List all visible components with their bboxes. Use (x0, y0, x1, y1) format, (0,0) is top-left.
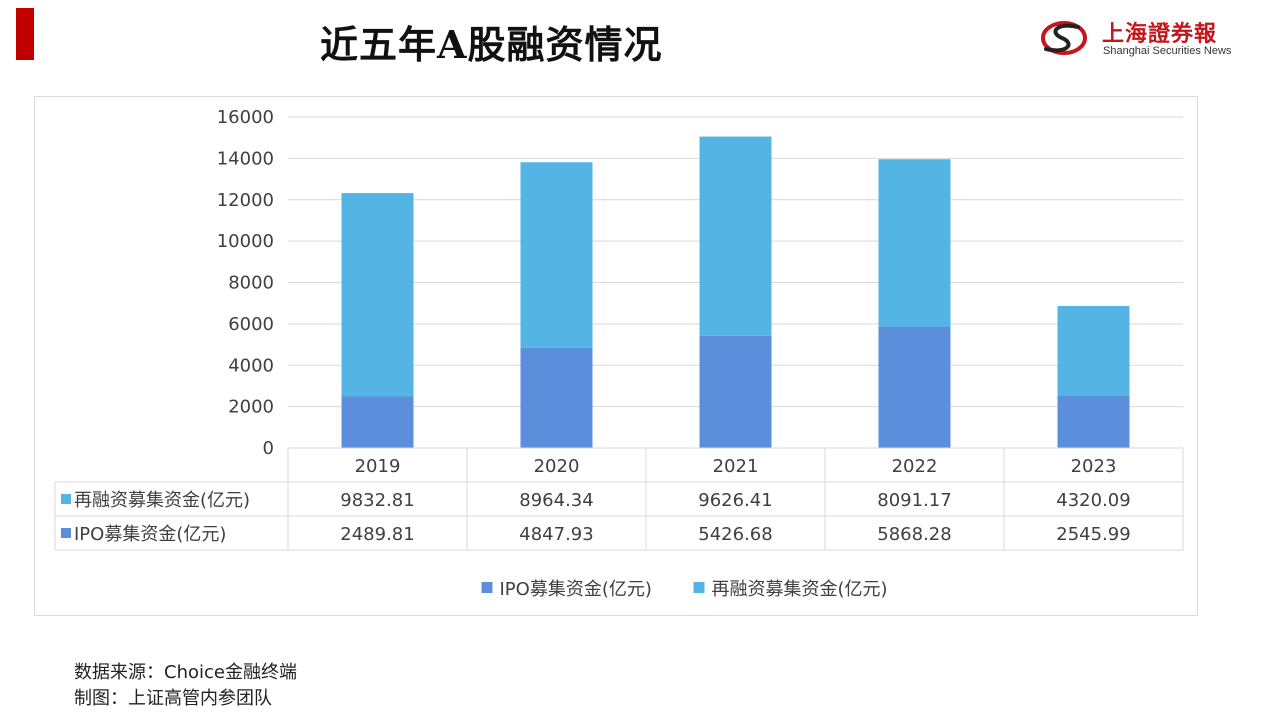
y-tick-label: 6000 (228, 314, 274, 335)
bar-refinancing-2021 (699, 136, 772, 336)
publisher-logo-chinese: 上海證券報 (1102, 21, 1218, 47)
x-category-label: 2021 (713, 456, 759, 477)
data-label: 2545.99 (1056, 524, 1130, 545)
y-tick-label: 12000 (217, 190, 274, 211)
y-tick-label: 14000 (217, 148, 274, 169)
x-category-label: 2022 (892, 456, 938, 477)
bar-refinancing-2022 (878, 159, 951, 327)
stacked-bar-chart: 0 2000 4000 6000 8000 10000 12000 14000 16000 201… (54, 107, 1184, 600)
data-label: 9832.81 (340, 490, 414, 511)
page-title: 近五年A股融资情况 (320, 22, 663, 67)
table-row-label: IPO募集资金(亿元) (74, 524, 226, 545)
data-label: 5868.28 (877, 524, 951, 545)
x-category-label: 2020 (534, 456, 580, 477)
data-label: 8091.17 (877, 490, 951, 511)
bar-refinancing-2020 (520, 162, 593, 348)
bar-refinancing-2023 (1057, 305, 1130, 396)
publisher-logo: 上海證券報 Shanghai Securities News (1040, 16, 1240, 66)
publisher-logo-english: Shanghai Securities News (1103, 45, 1232, 57)
y-tick-label: 16000 (217, 107, 274, 128)
x-category-label: 2019 (355, 456, 401, 477)
header-accent-bar (16, 8, 34, 60)
table-legend-key (61, 528, 71, 538)
chart-footer: 数据来源：Choice金融终端 制图：上证高管内参团队 (74, 660, 297, 712)
x-category-label: 2023 (1071, 456, 1117, 477)
publisher-logo-icon (1041, 21, 1087, 55)
y-tick-label: 4000 (228, 355, 274, 376)
credit-note: 制图：上证高管内参团队 (74, 688, 272, 709)
bar-ipo-2021 (699, 335, 772, 448)
table-legend-key (61, 494, 71, 504)
bar-ipo-2019 (341, 396, 414, 448)
legend-item: 再融资募集资金(亿元) (712, 579, 888, 600)
y-tick-label: 0 (263, 438, 274, 459)
data-label: 8964.34 (519, 490, 593, 511)
legend-swatch (693, 582, 705, 593)
data-label: 2489.81 (340, 524, 414, 545)
chart-panel: 0 2000 4000 6000 8000 10000 12000 14000 16000 201… (34, 96, 1198, 616)
table-row-label: 再融资募集资金(亿元) (74, 490, 250, 511)
bar-refinancing-2019 (341, 193, 414, 397)
data-label: 4847.93 (519, 524, 593, 545)
y-tick-label: 10000 (217, 231, 274, 252)
source-note: 数据来源：Choice金融终端 (74, 662, 297, 683)
data-label: 9626.41 (698, 490, 772, 511)
bar-ipo-2023 (1057, 395, 1130, 448)
data-label: 4320.09 (1056, 490, 1130, 511)
legend-item: IPO募集资金(亿元) (500, 579, 652, 600)
y-tick-label: 2000 (228, 397, 274, 418)
bar-ipo-2022 (878, 326, 951, 448)
bar-ipo-2020 (520, 347, 593, 448)
legend-swatch (481, 582, 493, 593)
data-label: 5426.68 (698, 524, 772, 545)
y-tick-label: 8000 (228, 273, 274, 294)
